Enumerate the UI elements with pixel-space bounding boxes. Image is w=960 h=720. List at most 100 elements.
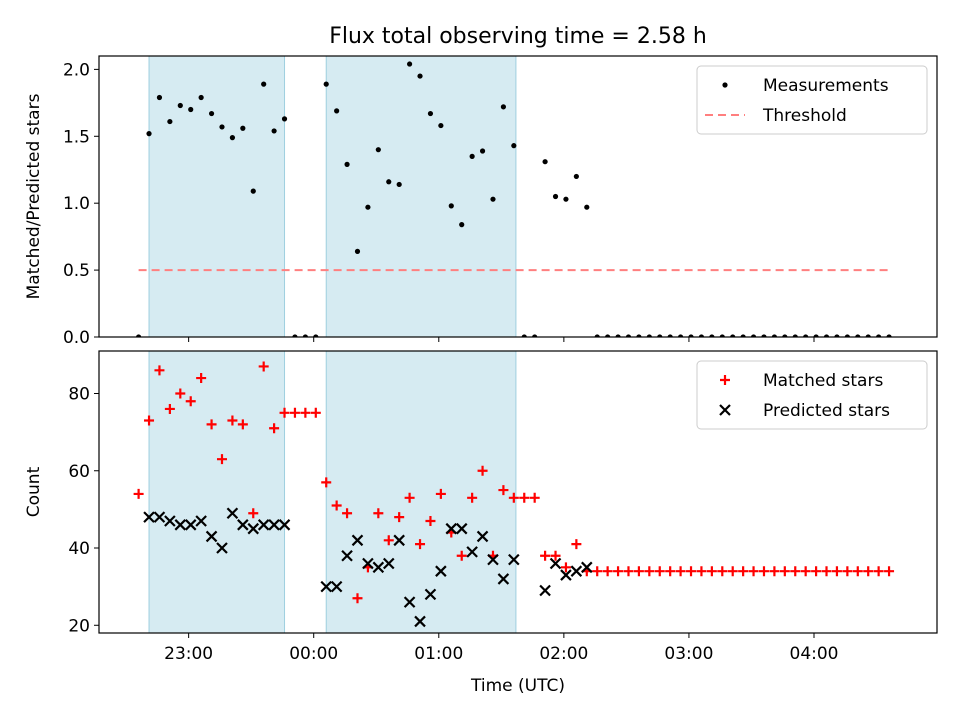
matched-stars-point xyxy=(654,566,665,577)
predicted-stars-point xyxy=(164,515,176,527)
predicted-stars-point xyxy=(195,515,207,527)
matched-stars-point xyxy=(769,566,780,577)
matched-stars-point xyxy=(623,566,634,577)
plot-area xyxy=(133,361,895,628)
matched-stars-point xyxy=(456,550,467,561)
measurement-point xyxy=(469,153,475,159)
predicted-stars-point xyxy=(341,549,353,562)
legend-matched-marker xyxy=(720,375,730,385)
predicted-stars-point xyxy=(320,580,332,593)
matched-stars-point xyxy=(216,454,227,465)
measurement-point xyxy=(511,143,517,149)
matched-stars-point xyxy=(144,415,155,426)
measurement-point xyxy=(750,334,757,337)
plot-area xyxy=(136,61,892,337)
measurement-point xyxy=(313,334,319,337)
measurement-point xyxy=(261,81,267,87)
matched-stars-point xyxy=(425,515,436,526)
predicted-stars-point xyxy=(476,530,489,543)
matched-stars-point xyxy=(738,566,749,577)
measurement-point xyxy=(667,334,673,337)
x-tick-label: 02:00 xyxy=(539,644,588,664)
matched-stars-point xyxy=(467,492,478,503)
legend-measurement-marker xyxy=(722,82,728,88)
matched-stars-point xyxy=(800,566,811,577)
matched-stars-point xyxy=(592,566,603,577)
matched-stars-point xyxy=(237,419,248,430)
matched-stars-point xyxy=(811,566,822,577)
measurement-point xyxy=(646,334,652,337)
matched-stars-point xyxy=(248,508,259,519)
matched-stars-point xyxy=(508,492,519,503)
matched-stars-point xyxy=(571,539,582,550)
predicted-stars-point xyxy=(393,534,405,547)
measurement-point xyxy=(771,334,778,337)
measurement-point xyxy=(823,334,830,337)
measurement-point xyxy=(677,334,684,337)
measurement-point xyxy=(740,334,746,337)
measurement-point xyxy=(177,102,183,109)
matched-stars-point xyxy=(310,407,321,418)
y-axis-label: Matched/Predicted stars xyxy=(24,93,44,299)
matched-stars-point xyxy=(331,500,342,511)
matched-stars-point xyxy=(373,508,384,519)
measurement-point xyxy=(271,128,277,134)
matched-stars-point xyxy=(727,566,738,577)
measurement-point xyxy=(688,334,694,337)
matched-stars-point xyxy=(321,477,332,488)
measurement-point xyxy=(146,131,152,137)
matched-stars-point xyxy=(342,508,353,519)
matched-stars-point xyxy=(164,403,175,414)
predicted-stars-point xyxy=(278,519,291,531)
y-tick-label: 1.0 xyxy=(63,194,90,214)
matched-stars-point xyxy=(300,407,311,418)
bottom-panel: 20 40 60 80 23:00 00:00 01:00 02:00 03:00 04:00 Co… xyxy=(24,350,938,696)
matched-stars-point xyxy=(613,566,624,577)
measurement-point xyxy=(625,334,632,337)
matched-stars-point xyxy=(779,566,790,577)
matched-stars-point xyxy=(352,593,363,604)
measurement-point xyxy=(396,181,402,188)
matched-stars-point xyxy=(258,361,269,372)
measurement-point xyxy=(386,179,392,185)
predicted-stars-point xyxy=(455,522,468,535)
x-tick-label: 01:00 xyxy=(414,644,463,664)
matched-stars-point xyxy=(529,492,540,503)
legend: Measurements Threshold xyxy=(696,65,928,135)
measurement-point xyxy=(719,334,725,337)
predicted-stars-point xyxy=(153,511,166,523)
matched-stars-point xyxy=(540,550,551,561)
y-tick-label: 40 xyxy=(68,539,90,559)
series-measurements xyxy=(136,61,892,337)
matched-stars-point xyxy=(602,566,613,577)
matched-stars-point xyxy=(675,566,686,577)
predicted-stars-point xyxy=(403,596,416,608)
predicted-stars-point xyxy=(487,553,499,566)
measurement-point xyxy=(427,110,434,117)
matched-stars-point xyxy=(831,566,842,577)
measurement-point xyxy=(803,334,809,337)
y-tick-label: 1.5 xyxy=(63,127,90,147)
matched-stars-point xyxy=(665,566,676,577)
predicted-stars-point xyxy=(237,519,249,531)
predicted-stars-point xyxy=(466,546,478,558)
x-tick-label: 23:00 xyxy=(164,644,213,664)
legend-box xyxy=(696,360,928,430)
legend-label: Matched stars xyxy=(763,371,883,391)
predicted-stars-point xyxy=(330,580,343,593)
legend-label: Measurements xyxy=(763,76,889,96)
matched-stars-point xyxy=(154,365,165,376)
predicted-stars-point xyxy=(435,565,447,577)
predicted-stars-point xyxy=(247,522,260,535)
matched-stars-point xyxy=(790,566,801,577)
y-tick-label: 20 xyxy=(68,616,90,636)
matched-stars-point xyxy=(633,566,644,577)
measurement-point xyxy=(855,334,861,337)
predicted-stars-point xyxy=(226,507,239,520)
y-tick-label: 0.0 xyxy=(63,328,90,348)
observing-band xyxy=(325,350,517,634)
matched-stars-point xyxy=(435,488,446,499)
predicted-stars-point xyxy=(205,530,218,543)
matched-stars-point xyxy=(560,562,571,573)
y-tick-label: 0.5 xyxy=(63,261,90,281)
